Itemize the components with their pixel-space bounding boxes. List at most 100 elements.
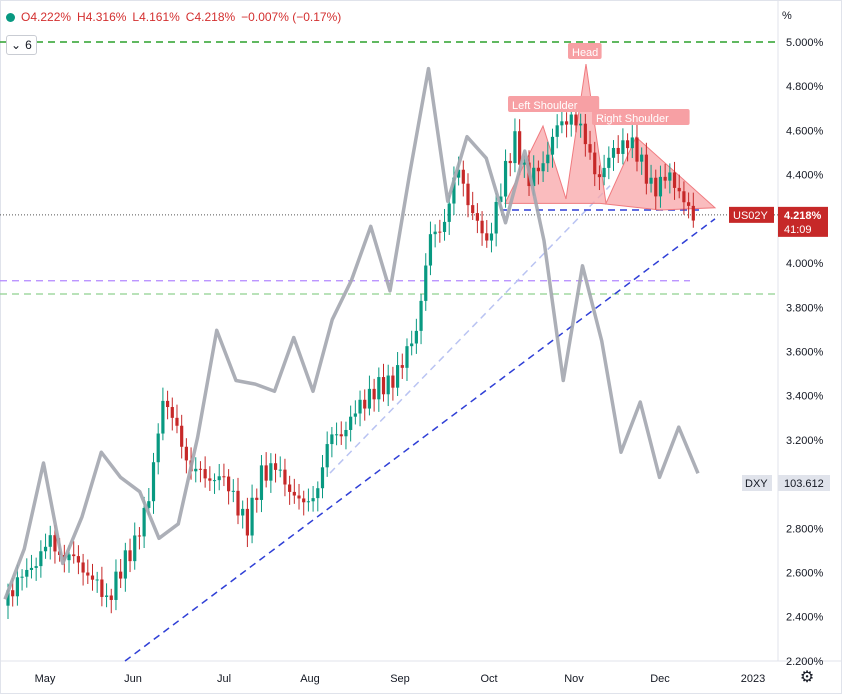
head-label: Head (572, 47, 598, 59)
y-tick-label: 2.600% (786, 568, 824, 580)
candle-body (630, 137, 634, 149)
candle-body (311, 498, 315, 502)
long-trendline (124, 218, 716, 662)
candle-body (259, 465, 264, 500)
candle-body (358, 399, 362, 414)
candle-body (325, 444, 329, 468)
candle-body (503, 160, 508, 197)
candle-body (334, 434, 339, 436)
symbol-tag-bg (729, 206, 774, 223)
candle-body (53, 535, 57, 552)
candle-body (663, 176, 667, 181)
y-tick-label: 2.800% (786, 523, 824, 535)
x-tick-label: 2023 (741, 673, 765, 685)
candle-body (405, 346, 409, 368)
y-tick-label: 4.600% (786, 125, 824, 137)
candle-body (658, 176, 663, 197)
x-tick-label: Jul (217, 673, 231, 685)
candle-body (395, 365, 400, 388)
candle-body (330, 434, 334, 445)
candle-body (156, 433, 160, 463)
x-tick-label: Dec (650, 673, 670, 685)
candle-body (292, 491, 296, 496)
dxy-symbol: DXY (745, 478, 768, 490)
candle-body (518, 131, 522, 165)
candle-body (165, 400, 170, 408)
candle-body (583, 123, 587, 145)
candle-body (400, 365, 404, 368)
left-shoulder-label-bg (508, 96, 600, 112)
candle-body (170, 407, 174, 418)
candle-body (588, 144, 592, 153)
candle-body (29, 567, 34, 570)
candle-body (128, 550, 132, 562)
candle-body (100, 579, 104, 597)
candle-body (297, 495, 301, 499)
x-tick-label: Sep (390, 673, 410, 685)
y-tick-label: 4.400% (786, 170, 824, 182)
candle-body (227, 476, 231, 492)
candle-body (687, 202, 691, 206)
candle-body (410, 343, 414, 347)
candle-body (668, 172, 672, 181)
right-shoulder-label-bg (592, 109, 690, 125)
candle-body (353, 413, 357, 417)
candle-body (273, 463, 278, 470)
candle-body (48, 535, 52, 547)
candle-body (133, 535, 137, 562)
candle-body (532, 167, 536, 187)
candle-body (480, 220, 484, 234)
candle-body (574, 114, 578, 126)
candle-body (555, 125, 559, 137)
candle-body (677, 187, 681, 192)
candle-body (536, 167, 541, 172)
dxy-value: 103.612 (784, 478, 824, 490)
candle-body (607, 157, 611, 168)
candle-body (288, 484, 292, 492)
price-tag-value: 4.218% (784, 210, 822, 222)
candle-body (489, 233, 494, 241)
candle-body (625, 140, 630, 149)
y-tick-label: 3.400% (786, 391, 824, 403)
candle-body (306, 501, 311, 503)
candle-body (363, 399, 367, 409)
y-tick-label: 2.400% (786, 612, 824, 624)
candle-body (466, 183, 470, 206)
candle-body (621, 140, 625, 154)
candle-body (20, 576, 24, 578)
candle-body (349, 416, 353, 430)
status-dot-icon (6, 12, 15, 22)
symbol-tag: US02Y (733, 210, 769, 222)
candle-body (579, 123, 583, 126)
candle-body (142, 507, 146, 537)
candle-body (508, 160, 512, 164)
candle-body (452, 177, 456, 204)
candle-body (241, 508, 245, 516)
head-label-bg (568, 43, 602, 59)
candle-body (367, 388, 372, 409)
gear-icon[interactable]: ⚙ (799, 669, 815, 686)
candle-body (419, 300, 423, 331)
candle-body (691, 205, 695, 221)
candle-body (184, 446, 188, 461)
candle-body (104, 595, 109, 597)
candle-body (457, 169, 461, 178)
candle-body (672, 172, 677, 188)
candle-body (119, 571, 123, 579)
candle-body (513, 131, 517, 164)
head-and-shoulders-pattern (504, 64, 717, 211)
candle-body (381, 377, 386, 395)
candle-body (236, 490, 240, 516)
candle-body (640, 154, 644, 162)
candle-body (471, 205, 475, 214)
indicators-toggle-button[interactable]: ⌄ 6 (6, 35, 37, 55)
candle-body (39, 551, 43, 567)
x-tick-label: Oct (480, 673, 497, 685)
candle-body (123, 550, 127, 579)
x-tick-label: May (35, 673, 56, 685)
high-value: H4.316% (77, 10, 127, 24)
candle-body (278, 469, 282, 471)
candle-body (541, 163, 545, 172)
candle-body (67, 554, 71, 561)
